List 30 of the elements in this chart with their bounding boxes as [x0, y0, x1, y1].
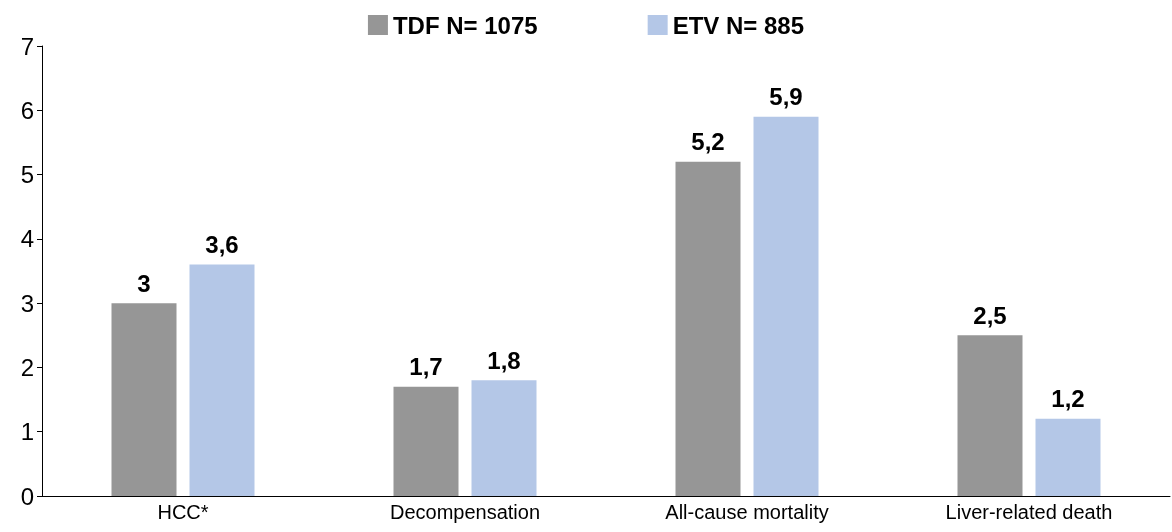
data-label: 1,8 [487, 346, 521, 374]
bar [1035, 418, 1101, 496]
data-label: 5,9 [769, 83, 803, 111]
y-tick-label: 3 [20, 289, 34, 317]
x-tick-label: Liver-related death [945, 501, 1113, 523]
bar [471, 380, 537, 496]
data-label: 1,7 [409, 353, 443, 381]
y-tick-label: 7 [20, 32, 34, 60]
x-tick-label: HCC* [157, 501, 209, 523]
y-tick-label: 2 [20, 353, 34, 381]
bar [753, 116, 819, 496]
data-label: 5,2 [691, 128, 725, 156]
data-label: 2,5 [973, 301, 1007, 329]
y-tick-label: 4 [20, 225, 34, 253]
data-label: 1,2 [1051, 385, 1085, 413]
bar [111, 303, 177, 496]
legend-label: TDF N= 1075 [392, 11, 538, 39]
y-tick-label: 5 [20, 161, 34, 189]
data-label: 3,6 [205, 231, 239, 259]
y-tick-label: 6 [20, 96, 34, 124]
data-label: 3 [137, 269, 151, 297]
bar [957, 335, 1023, 496]
x-tick-label: All-cause mortality [665, 501, 829, 523]
legend-label: ETV N= 885 [672, 11, 805, 39]
y-tick-label: 1 [20, 418, 34, 446]
x-tick-label: Decompensation [389, 501, 541, 523]
bar [675, 161, 741, 496]
bar [393, 386, 459, 496]
bar [189, 264, 255, 496]
y-tick-label: 0 [20, 482, 34, 510]
